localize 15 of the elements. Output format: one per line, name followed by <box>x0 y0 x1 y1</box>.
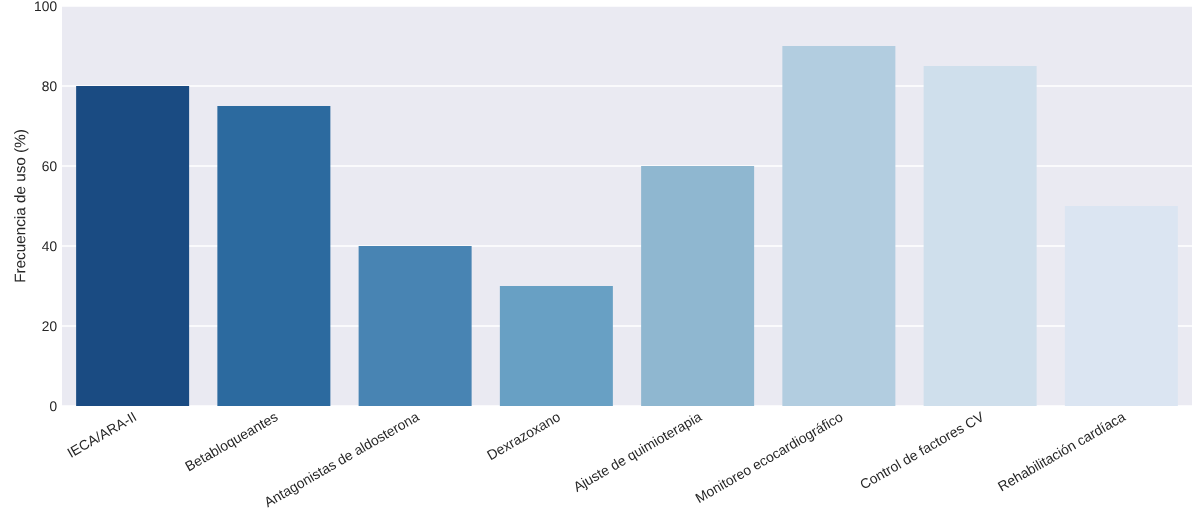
y-tick-label: 100 <box>35 1 57 12</box>
y-tick-label: 80 <box>42 81 57 92</box>
y-axis-title: Frecuencia de uso (%) <box>14 130 29 282</box>
y-tick-label: 60 <box>42 161 57 172</box>
bar <box>217 106 331 406</box>
bar <box>1064 206 1178 406</box>
bar <box>923 66 1037 406</box>
y-tick-label: 0 <box>49 401 57 412</box>
y-tick-label: 20 <box>42 321 57 332</box>
bar <box>358 246 472 406</box>
y-tick-label: 40 <box>42 241 57 252</box>
bar <box>641 166 755 406</box>
bar <box>782 46 896 406</box>
bar <box>76 86 190 406</box>
bar <box>499 286 613 406</box>
